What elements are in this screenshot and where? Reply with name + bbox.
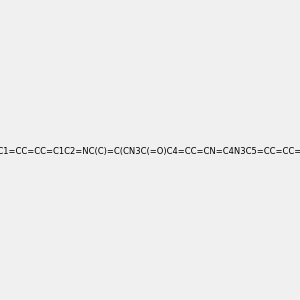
Text: CCOC1=CC=CC=C1C2=NC(C)=C(CN3C(=O)C4=CC=CN=C4N3C5=CC=CC=C5)O2: CCOC1=CC=CC=C1C2=NC(C)=C(CN3C(=O)C4=CC=C… [0,147,300,156]
